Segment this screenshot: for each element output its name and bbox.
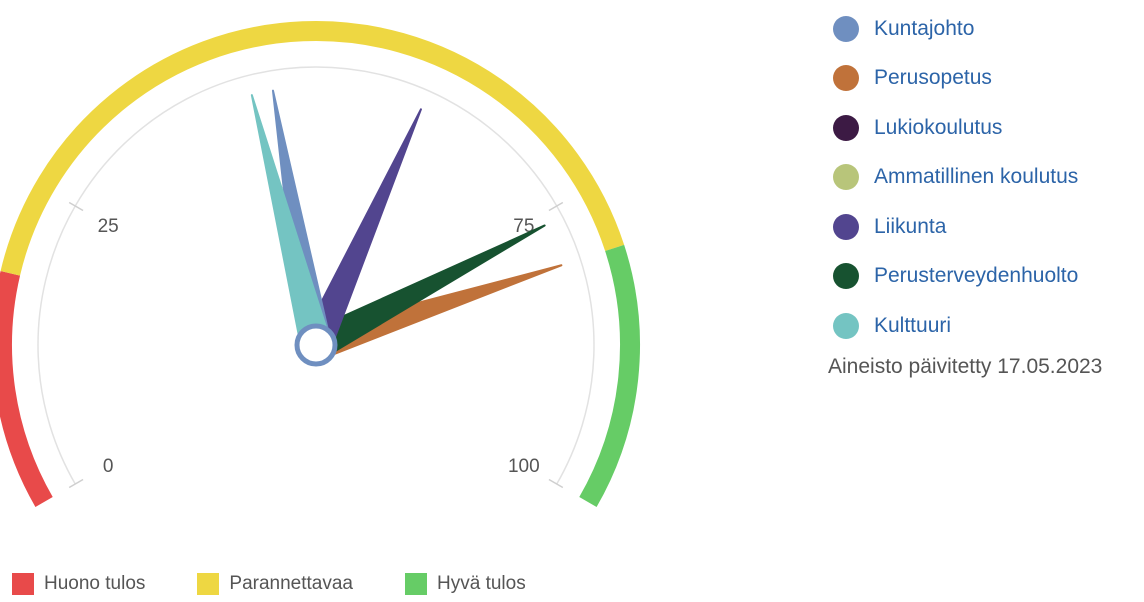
legend-item[interactable]: Perusterveydenhuolto xyxy=(828,252,1078,302)
band-swatch xyxy=(405,573,427,595)
gauge-tick-label-3: 100 xyxy=(508,456,540,477)
legend-item[interactable]: Liikunta xyxy=(828,202,1078,252)
legend-label: Kulttuuri xyxy=(874,313,952,337)
band-legend-item: Huono tulos xyxy=(12,573,145,595)
gauge-tick-label-0: 0 xyxy=(103,456,114,477)
gauge-tick-0 xyxy=(68,478,84,489)
legend-item[interactable]: Lukiokoulutus xyxy=(828,103,1078,153)
gauge-band-1 xyxy=(0,21,625,276)
band-label: Huono tulos xyxy=(44,573,146,594)
legend-item[interactable]: Ammatillinen koulutus xyxy=(828,153,1078,203)
band-legend-item: Hyvä tulos xyxy=(405,573,526,595)
legend-swatch xyxy=(833,213,859,240)
updated-text: Aineisto päivitetty 17.05.2023 xyxy=(828,355,1103,378)
legend-swatch xyxy=(833,263,859,290)
legend-item[interactable]: Kulttuuri xyxy=(828,301,1078,351)
band-label: Parannettavaa xyxy=(229,573,353,594)
gauge-tick-2 xyxy=(548,201,564,212)
band-label: Hyvä tulos xyxy=(437,573,526,594)
gauge-hub xyxy=(294,323,338,367)
legend-swatch xyxy=(833,164,859,191)
legend-label: Ammatillinen koulutus xyxy=(874,165,1079,189)
legend-label: Kuntajohto xyxy=(874,16,975,40)
gauge-tick-3 xyxy=(548,478,564,489)
band-legend-item: Parannettavaa xyxy=(197,573,353,595)
legend-item[interactable]: Perusopetus xyxy=(828,54,1078,104)
legend-item[interactable]: Kuntajohto xyxy=(828,4,1078,54)
series-legend: Kuntajohto Perusopetus Lukiokoulutus Ammati… xyxy=(828,4,1078,351)
legend-label: Liikunta xyxy=(874,214,947,238)
legend-swatch xyxy=(833,114,859,141)
legend-label: Perusopetus xyxy=(874,66,992,90)
band-swatch xyxy=(197,573,220,595)
legend-label: Perusterveydenhuolto xyxy=(874,264,1079,288)
legend-swatch xyxy=(833,65,859,92)
gauge-band-2 xyxy=(579,244,640,507)
gauge-band-0 xyxy=(0,271,53,507)
legend-swatch xyxy=(833,312,859,339)
gauge-track xyxy=(37,66,595,485)
needle-kulttuuri xyxy=(250,94,332,350)
gauge-tick-label-1: 25 xyxy=(98,216,119,237)
legend-swatch xyxy=(833,15,859,42)
legend-label: Lukiokoulutus xyxy=(874,115,1003,139)
gauge-tick-1 xyxy=(68,201,84,212)
band-swatch xyxy=(12,573,34,595)
band-legend: Huono tulos Parannettavaa Hyvä tulos xyxy=(12,573,578,595)
